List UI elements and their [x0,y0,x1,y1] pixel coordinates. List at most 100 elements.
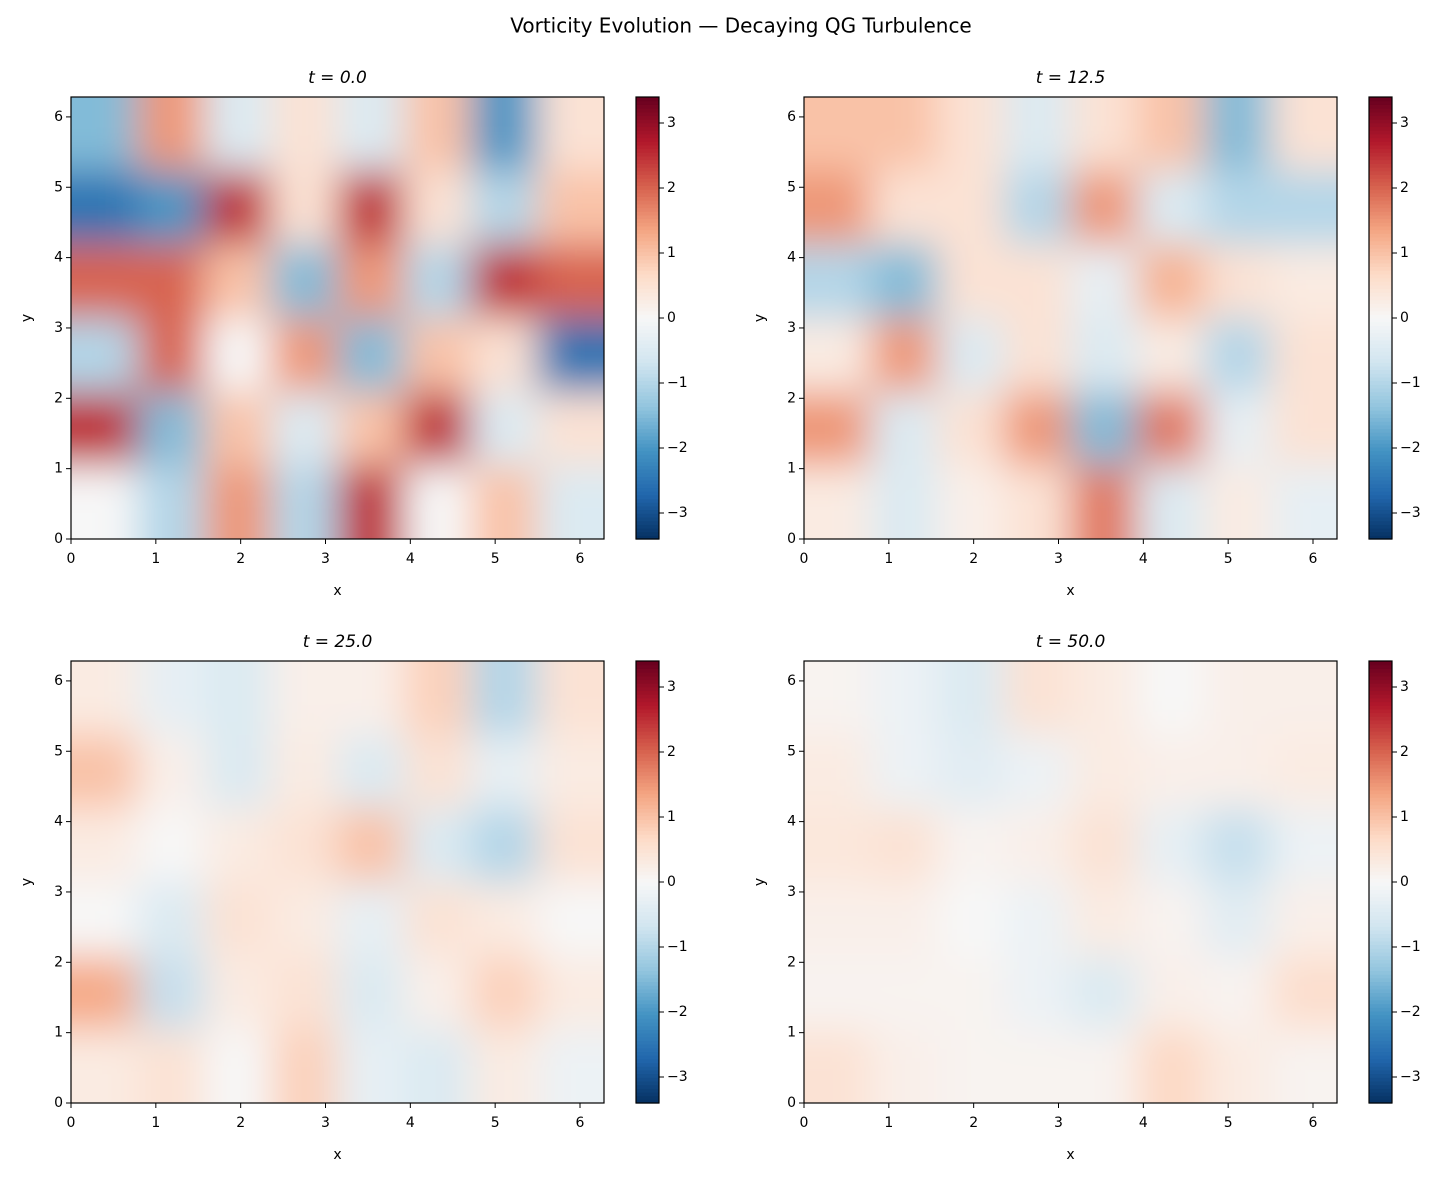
colorbar-swatch [1369,712,1392,717]
heatmap-cell [537,97,604,172]
colorbar-swatch [636,904,659,909]
heatmap-cell [270,882,339,957]
colorbar-swatch [1369,159,1392,164]
colorbar-swatch [636,867,659,872]
heatmap-cell [1003,882,1072,957]
heatmap-cell [270,734,339,810]
heatmap-cell [870,170,939,246]
colorbar-swatch [1369,421,1392,426]
colorbar-swatch [636,977,659,983]
colorbar-swatch [636,491,659,496]
colorbar-swatch [636,694,659,699]
colorbar-swatch [636,373,659,378]
colorbar-swatch [1369,200,1392,205]
colorbar-swatch [1369,229,1392,234]
colorbar-swatch [636,218,659,223]
x-axis-label: x [1066,1147,1074,1163]
colorbar-swatch [636,108,659,113]
colorbar-tick-label: 3 [667,115,676,131]
x-tick-label: 6 [1309,1115,1318,1131]
heatmap-cell [470,318,539,393]
colorbar-swatch [1369,273,1392,279]
colorbar-swatch [636,465,659,470]
heatmap-cell [270,391,339,467]
colorbar-swatch [1369,292,1392,297]
colorbar-swatch [636,144,659,150]
colorbar-swatch [1369,97,1392,102]
colorbar-swatch [636,122,659,128]
colorbar-swatch [636,742,659,747]
colorbar-tick-label: −1 [667,375,688,391]
colorbar-swatch [636,944,659,949]
colorbar-swatch [1369,1014,1392,1019]
colorbar-swatch [636,1099,659,1104]
heatmap-cell [337,244,406,319]
colorbar-swatch [1369,734,1392,739]
colorbar-swatch [636,259,659,264]
heatmap-cell [1003,170,1072,246]
colorbar-swatch [636,351,659,356]
colorbar-swatch [1369,999,1392,1005]
colorbar-tick-label: 0 [667,310,676,326]
colorbar-swatch [1369,778,1392,784]
colorbar-swatch [636,727,659,732]
colorbar-swatch [1369,329,1392,334]
colorbar-swatch [636,376,659,382]
heatmap-cell [1203,808,1272,883]
colorbar-swatch [1369,214,1392,220]
colorbar-swatch [636,148,659,153]
heatmap-cell [1137,318,1205,393]
heatmap-cell [870,955,939,1031]
heatmap-cell [204,318,272,393]
colorbar-swatch [1369,679,1392,684]
heatmap-cell [270,465,339,539]
colorbar-tick-label: 0 [1400,310,1409,326]
heatmap-cell [71,882,139,957]
colorbar-swatch [1369,1084,1392,1089]
colorbar-swatch [1369,480,1392,485]
heatmap [71,661,604,1103]
heatmap-cell [71,808,139,883]
colorbar-swatch [1369,354,1392,360]
colorbar-swatch [636,178,659,183]
y-tick-label: 5 [54,179,63,195]
colorbar-swatch [636,1084,659,1089]
colorbar-swatch [1369,749,1392,754]
colorbar-swatch [636,306,659,312]
heatmap-cell [404,465,472,539]
colorbar-swatch [636,115,659,120]
y-axis-label: y [752,314,768,322]
colorbar-swatch [636,878,659,883]
colorbar-swatch [636,192,659,198]
colorbar-swatch [1369,469,1392,474]
heatmap-cell [1203,955,1272,1031]
colorbar-swatch [636,435,659,441]
y-axis-label: y [19,314,35,322]
colorbar-swatch [1369,362,1392,367]
colorbar-swatch [636,845,659,850]
heatmap [804,661,1337,1103]
heatmap-cell [1203,97,1272,172]
colorbar-swatch [636,358,659,363]
heatmap-cell [1137,1029,1205,1103]
heatmap-cell [537,465,604,539]
heatmap-cell [1137,170,1205,246]
colorbar-swatch [636,1018,659,1023]
colorbar-swatch [636,469,659,474]
heatmap-cell [71,170,139,246]
x-axis-label: x [1066,583,1074,599]
colorbar-swatch [636,959,659,964]
heatmap-cell [804,955,872,1031]
x-tick-label: 5 [491,551,500,567]
colorbar-swatch [1369,988,1392,994]
colorbar-tick-label: −1 [1400,939,1421,955]
heatmap-cell [404,97,472,172]
colorbar-swatch [636,318,659,323]
colorbar-swatch [1369,882,1392,887]
colorbar-swatch [1369,885,1392,890]
colorbar-swatch [636,767,659,773]
heatmap-cell [870,318,939,393]
colorbar-swatch [636,1062,659,1067]
colorbar-swatch [1369,248,1392,253]
heatmap-cell [1070,465,1139,539]
